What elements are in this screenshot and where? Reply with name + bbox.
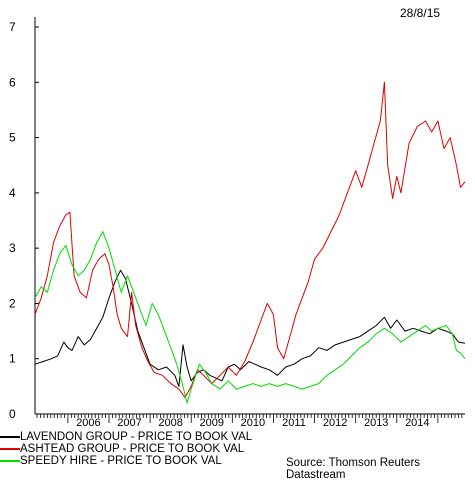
y-tick-label: 4: [9, 186, 16, 200]
y-tick-label: 2: [9, 296, 16, 310]
x-tick-label: 2014: [405, 417, 429, 429]
chart-lines: [34, 81, 466, 404]
y-tick-label: 5: [9, 131, 16, 145]
legend-label-ashtead: ASHTEAD GROUP - PRICE TO BOOK VAL: [20, 443, 245, 455]
x-tick-label: 2010: [241, 417, 265, 429]
legend-item-ashtead: ASHTEAD GROUP - PRICE TO BOOK VAL: [0, 443, 252, 455]
chart-date: 28/8/15: [400, 6, 441, 20]
x-tick-label: 2007: [117, 417, 141, 429]
x-tick-label: 2008: [158, 417, 182, 429]
x-tick-label: 2009: [200, 417, 224, 429]
legend-label-lavendon: LAVENDON GROUP - PRICE TO BOOK VAL: [20, 431, 253, 443]
y-tick-label: 0: [9, 407, 16, 421]
x-tick-label: 2006: [76, 417, 100, 429]
y-tick-label: 1: [9, 352, 16, 366]
y-tick-label: 6: [9, 75, 16, 89]
legend-swatch-lavendon: [0, 436, 20, 438]
series-line-0: [34, 269, 466, 387]
x-tick-label: 2011: [282, 417, 306, 429]
series-line-1: [34, 81, 466, 398]
legend-swatch-ashtead: [0, 448, 20, 450]
legend-label-speedy: SPEEDY HIRE - PRICE TO BOOK VAL: [20, 455, 222, 467]
y-tick-label: 3: [9, 241, 16, 255]
chart-source: Source: Thomson Reuters Datastream: [286, 457, 421, 481]
legend-item-lavendon: LAVENDON GROUP - PRICE TO BOOK VAL: [0, 431, 252, 443]
y-tick-label: 7: [9, 20, 16, 34]
legend-swatch-speedy: [0, 460, 20, 462]
chart-legend: LAVENDON GROUP - PRICE TO BOOK VAL ASHTE…: [0, 431, 252, 467]
x-tick-label: 2013: [364, 417, 388, 429]
x-tick-label: 2012: [323, 417, 347, 429]
series-line-2: [34, 231, 466, 404]
legend-item-speedy: SPEEDY HIRE - PRICE TO BOOK VAL: [0, 455, 252, 467]
line-chart: 0 1 2 3 4 5 6 7 2006 2007 2008 2009 2010 2011 2012 2013…: [9, 17, 466, 429]
chart-axes: 0 1 2 3 4 5 6 7 2006 2007 2008 2009 2010 2011 2012 2013…: [9, 17, 465, 429]
